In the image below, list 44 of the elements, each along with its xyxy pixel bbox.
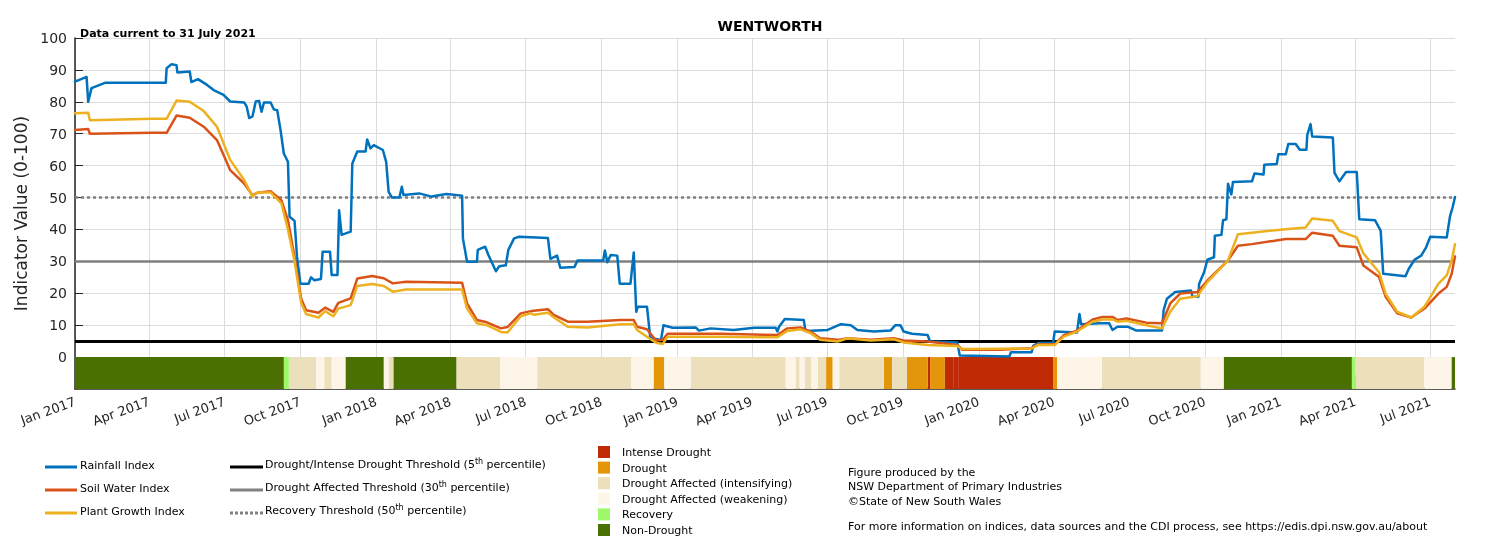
y-tick-label: 100 (40, 30, 67, 46)
x-tick-label: Jul 2019 (773, 393, 830, 427)
y-tick-label: 90 (49, 61, 67, 78)
y-tick-label: 50 (49, 189, 67, 206)
x-tick-label: Apr 2020 (995, 393, 1057, 429)
legend-label: Drought Affected (intensifying) (622, 477, 793, 491)
legend-label: Rainfall Index (80, 459, 156, 472)
x-tick-label: Apr 2018 (391, 393, 454, 429)
y-tick-label: 60 (49, 157, 67, 174)
x-tick-label: Apr 2019 (693, 393, 755, 429)
x-tick-label: Oct 2019 (844, 393, 906, 429)
x-tick-label: Jan 2017 (17, 393, 78, 428)
x-tick-label: Apr 2017 (90, 393, 152, 429)
legend-label: Drought Affected (weakening) (622, 492, 788, 506)
x-tick-label: Apr 2021 (1296, 393, 1358, 429)
x-tick-label: Jan 2019 (620, 393, 681, 428)
legend-label: Recovery (622, 508, 674, 522)
text: For more information on indices, data sources and the CDI process, see https://edis.dpi.nsw.gov.au/about (848, 519, 1429, 533)
y-axis-title: Indicator Value (0-100) (10, 115, 31, 312)
x-tick-label: Jan 2021 (1223, 393, 1284, 428)
x-tick-label: Oct 2018 (542, 393, 605, 429)
legend-label: Soil Water Index (80, 482, 171, 495)
y-tick-label: 20 (49, 285, 67, 302)
chart-title: WENTWORTH (717, 18, 823, 34)
x-tick-label: Jan 2018 (318, 393, 379, 428)
y-tick-label: 30 (49, 253, 67, 270)
text: Figure produced by the NSW Department of Primary Industries ©State of New South Wales (848, 465, 1063, 508)
x-tick-label: Oct 2017 (241, 393, 303, 429)
legend-label: Plant Growth Index (80, 505, 186, 518)
y-tick-label: 0 (58, 349, 67, 366)
x-tick-label: Jul 2017 (171, 393, 227, 427)
x-tick-label: Jul 2021 (1377, 393, 1433, 427)
x-tick-label: Jan 2020 (921, 393, 982, 428)
y-tick-label: 80 (49, 93, 67, 110)
chart-subtitle: Data current to 31 July 2021 (80, 27, 256, 40)
x-tick-label: Oct 2020 (1146, 393, 1208, 429)
x-tick-label: Jul 2020 (1075, 393, 1132, 427)
y-tick-label: 70 (49, 125, 67, 142)
legend-label: Drought (622, 461, 668, 475)
y-tick-label: 10 (49, 317, 67, 334)
legend-label: Non-Drought (622, 524, 694, 537)
x-tick-label: Jul 2018 (472, 393, 529, 427)
legend-label: Intense Drought (622, 446, 712, 459)
y-tick-label: 40 (49, 221, 67, 238)
